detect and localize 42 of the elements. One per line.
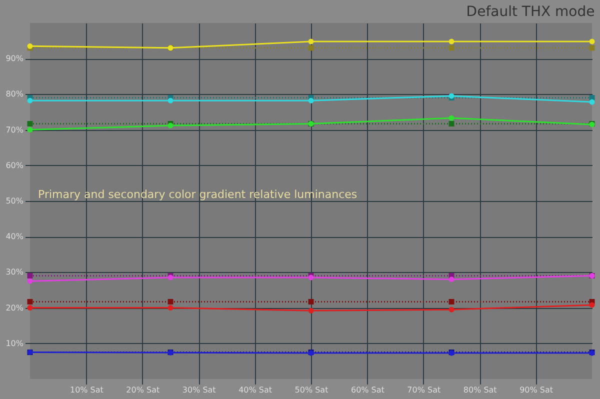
x-tick-label: 10% Sat [70,386,104,394]
y-tick-label: 70% [6,125,24,134]
point [589,302,595,308]
chart-title: Default THX mode [466,4,595,20]
point [448,121,454,126]
point [308,45,314,51]
point [168,299,174,304]
point [308,38,314,44]
y-tick-label: 50% [6,196,24,206]
point [27,299,33,304]
point [168,98,174,104]
x-tick-label: 90% Sat [520,386,554,394]
point [589,38,595,44]
point [448,299,454,304]
y-tick-label: 10% [6,338,24,348]
point [27,121,33,126]
y-tick-label: 30% [6,268,24,277]
x-tick-label: 40% Sat [238,386,272,394]
point [448,276,454,282]
point [589,45,595,51]
x-tick-label: 50% Sat [294,386,328,394]
point [448,306,454,312]
point [448,45,454,51]
y-tick-label: 80% [6,90,24,99]
x-tick-label: 70% Sat [407,386,441,394]
point [448,38,454,44]
y-tick-label: 60% [6,160,24,170]
x-tick-label: 80% Sat [463,386,497,394]
x-tick-label: 20% Sat [126,386,160,394]
point [448,115,454,121]
x-tick-label: 60% Sat [350,386,384,394]
point [308,98,314,104]
point [27,98,33,104]
y-tick-label: 90% [6,54,24,64]
point [308,308,314,314]
point [168,305,174,311]
y-tick-label: 40% [6,232,24,242]
point [27,278,33,284]
point [308,299,314,304]
point [589,99,595,105]
x-tick-label: 30% Sat [182,386,216,394]
y-tick-label: 20% [6,303,24,312]
